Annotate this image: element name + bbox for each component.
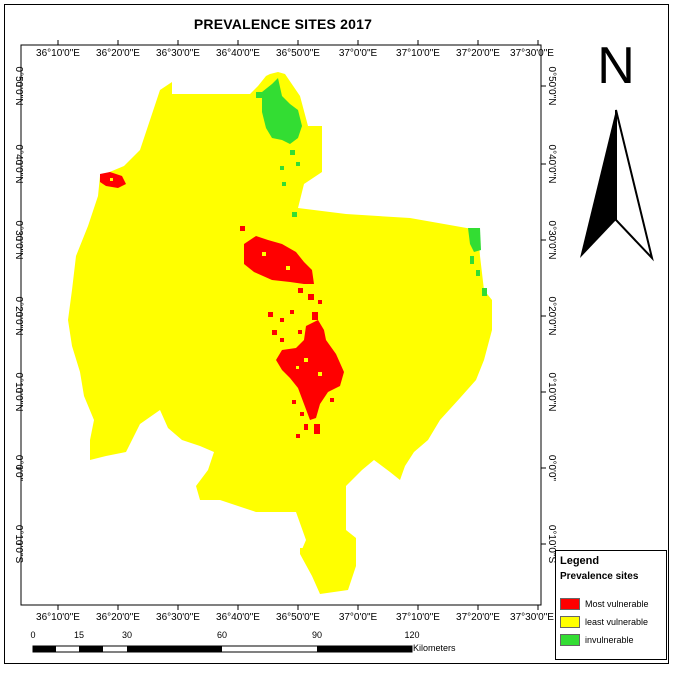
lat-label: 0°40'0"N <box>546 145 557 184</box>
lon-label: 37°20'0"E <box>456 48 500 59</box>
lon-label: 36°10'0"E <box>36 48 80 59</box>
lon-label: 37°0'0"E <box>339 612 378 623</box>
map-title: PREVALENCE SITES 2017 <box>193 16 373 32</box>
lat-label: 0°0'0" <box>546 455 557 482</box>
scale-label: 120 <box>404 630 420 640</box>
legend-item-invulnerable: invulnerable <box>560 633 634 647</box>
legend-item-least-vulnerable: least vulnerable <box>560 615 648 629</box>
scale-label: 90 <box>311 630 323 640</box>
invulnerable-region[interactable] <box>256 78 487 296</box>
lat-label: 0°20'0"N <box>13 297 24 336</box>
lat-label: 0°10'0"N <box>546 373 557 412</box>
north-arrow-icon <box>580 109 654 262</box>
most-vulnerable-region[interactable] <box>100 172 344 438</box>
lon-label: 36°30'0"E <box>156 48 200 59</box>
scale-unit: Kilometers <box>413 643 456 653</box>
lat-label: 0°20'0"N <box>546 297 557 336</box>
lon-label: 36°10'0"E <box>36 612 80 623</box>
lon-label: 37°30'0"E <box>510 48 554 59</box>
lat-label: 0°10'0"S <box>546 525 557 564</box>
lon-label: 37°20'0"E <box>456 612 500 623</box>
lat-label: 0°30'0"N <box>13 221 24 260</box>
map-layout-frame <box>4 4 669 664</box>
legend-label: invulnerable <box>585 635 634 645</box>
legend: Legend Prevalence sites Most vulnerable … <box>555 550 667 660</box>
least-vulnerable-region[interactable] <box>68 72 492 594</box>
lat-label: 0°10'0"N <box>13 373 24 412</box>
lon-label: 36°50'0"E <box>276 48 320 59</box>
lat-label: 0°40'0"N <box>13 145 24 184</box>
scale-label: 0 <box>30 630 36 640</box>
legend-title: Legend <box>560 555 600 567</box>
latitude-ticks <box>16 85 546 545</box>
lon-label: 37°0'0"E <box>339 48 378 59</box>
scale-label: 30 <box>121 630 133 640</box>
lon-label: 37°30'0"E <box>510 612 554 623</box>
lon-label: 36°20'0"E <box>96 612 140 623</box>
outlier-specks <box>108 190 306 554</box>
legend-swatch <box>560 598 580 610</box>
lat-label: 0°50'0"N <box>13 67 24 106</box>
lat-label: 0°0'0" <box>13 455 24 482</box>
lon-label: 36°50'0"E <box>276 612 320 623</box>
least-vulnerable-specks <box>110 178 322 376</box>
lon-label: 37°10'0"E <box>396 612 440 623</box>
longitude-labels-bottom: 36°10'0"E 36°20'0"E 36°30'0"E 36°40'0"E … <box>36 612 554 623</box>
longitude-labels-top: 36°10'0"E 36°20'0"E 36°30'0"E 36°40'0"E … <box>36 48 554 59</box>
north-letter: N <box>597 37 635 95</box>
legend-subtitle: Prevalence sites <box>560 571 639 582</box>
lon-label: 37°10'0"E <box>396 48 440 59</box>
legend-label: least vulnerable <box>585 617 649 627</box>
scale-label: 15 <box>73 630 85 640</box>
longitude-ticks <box>57 40 539 610</box>
lat-label: 0°50'0"N <box>546 67 557 106</box>
lat-label: 0°10'0"S <box>13 525 24 564</box>
latitude-labels-right: 0°50'0"N 0°40'0"N 0°30'0"N 0°20'0"N 0°10… <box>546 67 557 564</box>
legend-swatch <box>560 634 580 646</box>
legend-label: Most vulnerable <box>585 599 649 609</box>
lon-label: 36°20'0"E <box>96 48 140 59</box>
lat-label: 0°30'0"N <box>546 221 557 260</box>
scale-bar-graphic <box>32 645 413 653</box>
lon-label: 36°30'0"E <box>156 612 200 623</box>
legend-swatch <box>560 616 580 628</box>
lon-label: 36°40'0"E <box>216 48 260 59</box>
scale-label: 60 <box>216 630 228 640</box>
latitude-labels-left: 0°50'0"N 0°40'0"N 0°30'0"N 0°20'0"N 0°10… <box>13 67 24 564</box>
legend-item-most-vulnerable: Most vulnerable <box>560 597 649 611</box>
north-arrow: N <box>574 40 658 265</box>
lon-label: 36°40'0"E <box>216 612 260 623</box>
